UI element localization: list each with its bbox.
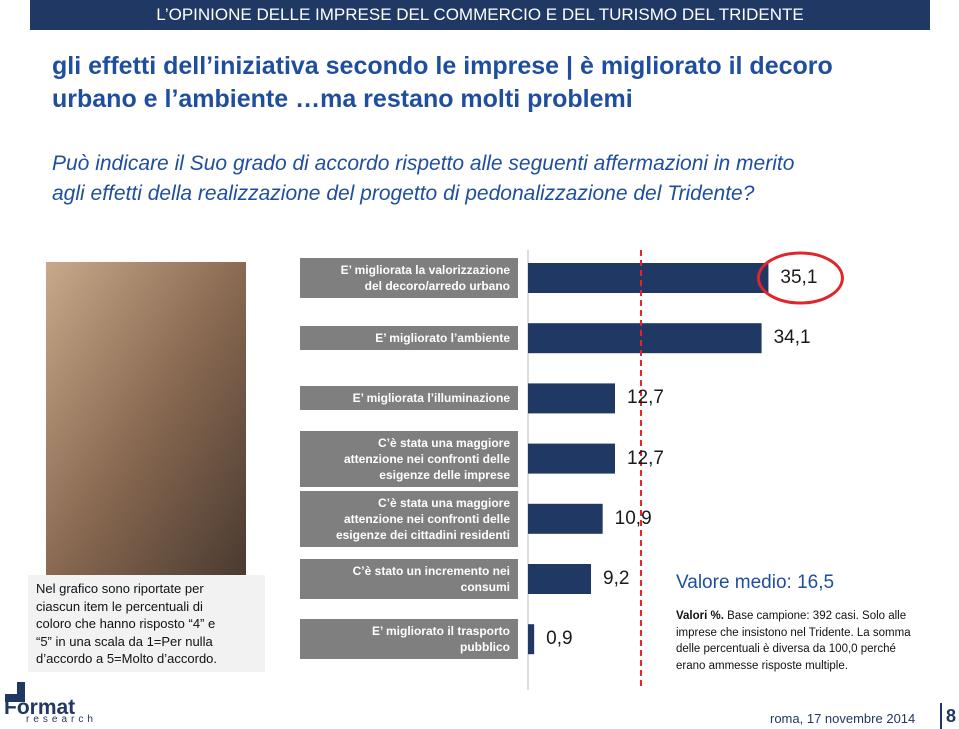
value-label: 0,9 bbox=[546, 628, 573, 650]
bar bbox=[528, 503, 603, 534]
bar bbox=[528, 443, 615, 474]
note-line: Valori %. Base campione: 392 casi. Solo … bbox=[676, 608, 911, 625]
question-line: Può indicare il Suo grado di accordo ris… bbox=[52, 152, 795, 175]
bar bbox=[528, 263, 769, 293]
question-line: agli effetti della realizzazione del pro… bbox=[52, 182, 755, 205]
value-label: 34,1 bbox=[773, 327, 811, 349]
category-label: E’ migliorata la valorizzazione del deco… bbox=[300, 258, 518, 298]
value-label: 12,7 bbox=[626, 387, 664, 409]
average-label: Valore medio: 16,5 bbox=[676, 572, 835, 593]
right-note: Valori %. Base campione: 392 casi. Solo … bbox=[676, 608, 911, 674]
photo bbox=[46, 262, 246, 575]
note-line: “5” in una scala da 1=Per nulla bbox=[36, 633, 213, 649]
logo-text: Format bbox=[4, 696, 76, 719]
headline-line: gli effetti dell’iniziativa secondo le i… bbox=[52, 52, 833, 80]
value-label: 12,7 bbox=[626, 447, 664, 469]
header-bar bbox=[30, 0, 930, 30]
footer-date: roma, 17 novembre 2014 bbox=[770, 711, 916, 726]
note-line: coloro che hanno risposto “4” e bbox=[36, 616, 216, 631]
value-label: 10,9 bbox=[614, 507, 652, 529]
note-line: imprese che insistono nel Tridente. La s… bbox=[676, 626, 911, 639]
logo-subtext: research bbox=[26, 714, 97, 725]
note-box bbox=[28, 575, 265, 672]
logo-mark bbox=[5, 682, 25, 702]
category-label: C’è stata una maggiore attenzione nei co… bbox=[300, 430, 518, 487]
category-label: E’ migliorata l’illuminazione bbox=[300, 386, 518, 411]
note-line: Nel grafico sono riportate per bbox=[36, 581, 204, 596]
question: Può indicare il Suo grado di accordo ris… bbox=[52, 149, 794, 209]
page-number: 8 bbox=[946, 706, 957, 726]
bar bbox=[528, 383, 615, 414]
bar bbox=[528, 323, 762, 354]
note-text: Base campione: 392 casi. Solo alle bbox=[727, 610, 907, 622]
left-note: Nel grafico sono riportate per ciascun it… bbox=[36, 580, 217, 668]
headline: gli effetti dell’iniziativa secondo le i… bbox=[52, 50, 833, 116]
note-line: delle percentuali è diversa da 100,0 per… bbox=[676, 643, 896, 655]
category-label: C’è stata una maggiore attenzione nei co… bbox=[300, 490, 518, 547]
note-line: erano ammesse risposte multiple. bbox=[676, 659, 848, 672]
note-line: ciascun item le percentuali di bbox=[36, 598, 203, 614]
category-label: C’è stato un incremento nei consumi bbox=[300, 559, 518, 599]
value-label: 35,1 bbox=[780, 267, 818, 288]
note-line: d’accordo a 5=Molto d’accordo. bbox=[36, 651, 218, 666]
category-label: E’ migliorato l’ambiente bbox=[300, 326, 518, 351]
note-bold: Valori %. bbox=[676, 610, 724, 622]
category-label: E’ migliorato il trasporto pubblico bbox=[300, 619, 518, 660]
header-title: L’OPINIONE DELLE IMPRESE DEL COMMERCIO E… bbox=[156, 5, 804, 24]
bar bbox=[528, 624, 535, 655]
value-label: 9,2 bbox=[603, 568, 630, 589]
headline-line: urbano e l’ambiente …ma restano molti pr… bbox=[52, 85, 633, 113]
bar bbox=[528, 564, 592, 594]
highlight-circle bbox=[756, 251, 844, 305]
